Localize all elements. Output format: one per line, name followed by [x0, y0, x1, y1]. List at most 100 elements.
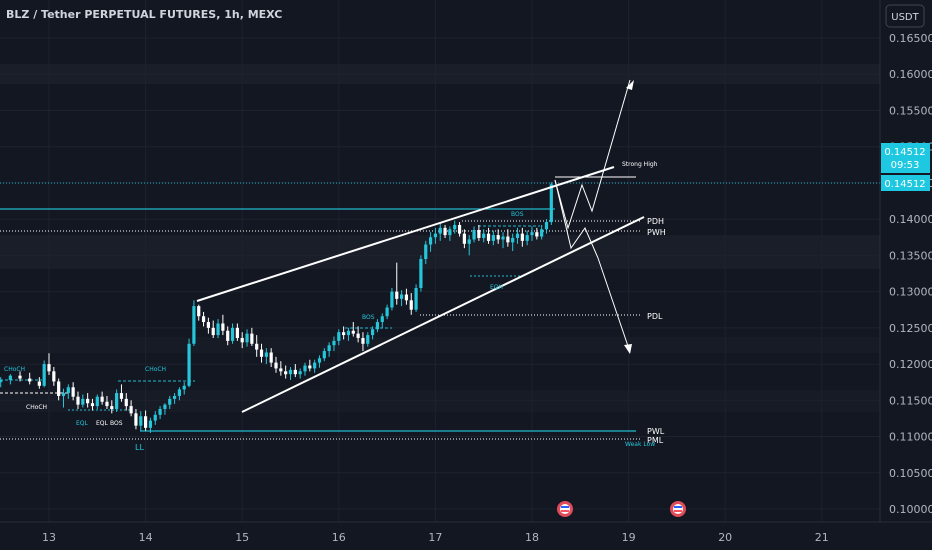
- currency-button[interactable]: USDT: [885, 4, 925, 28]
- bullish-projection-path: [554, 79, 631, 230]
- time-axis[interactable]: 13 14 15 16 17 18 19 20 21: [42, 531, 829, 544]
- pml-label: PML: [647, 436, 664, 445]
- candle-body: [235, 327, 239, 338]
- candle-body: [414, 287, 418, 310]
- date-tick-label: 15: [235, 531, 249, 544]
- candle-body: [119, 393, 124, 399]
- candle-body: [182, 385, 186, 390]
- structure-lines: [0, 176, 880, 440]
- candle-body: [18, 375, 22, 379]
- price-tick-label: 0.13000: [889, 286, 932, 299]
- eqh-label: EQH: [490, 284, 503, 291]
- candle-body: [462, 233, 466, 244]
- arrow-head-up: [626, 80, 634, 90]
- candle-body: [110, 406, 114, 410]
- candle-body: [356, 333, 360, 338]
- candle-body: [153, 414, 157, 421]
- candle-body: [28, 378, 32, 382]
- candle-body: [486, 233, 491, 241]
- candle-body: [0, 380, 3, 383]
- choch-label-1: CHoCH: [4, 366, 25, 373]
- candle-body: [351, 330, 355, 334]
- price-tick-label: 0.11000: [889, 431, 932, 444]
- support-zone: [0, 337, 880, 353]
- candle-body: [467, 239, 471, 244]
- candle-body: [81, 398, 85, 405]
- bos-label-3: BOS: [511, 211, 524, 218]
- candle-body: [57, 381, 61, 396]
- crosshair-price-tag: 0.14512: [881, 175, 930, 191]
- candle-body: [192, 306, 196, 344]
- candle-body: [284, 371, 288, 375]
- candle-body: [71, 387, 75, 397]
- candle-body: [375, 322, 380, 330]
- lower-zone: [0, 390, 880, 412]
- candle-body: [395, 291, 399, 299]
- candle-body: [482, 233, 486, 238]
- price-tick-label: 0.11500: [889, 394, 932, 407]
- candle-body: [206, 322, 210, 328]
- countdown-value: 09:53: [891, 160, 920, 171]
- choch-label-3: CHoCH: [145, 366, 166, 373]
- candle-body: [515, 233, 520, 238]
- last-price-value: 0.14512: [884, 147, 925, 158]
- price-axis[interactable]: 0.165000.160000.155000.150000.145000.140…: [889, 32, 932, 516]
- candle-body: [491, 235, 495, 241]
- us-flag-icon[interactable]: [670, 501, 686, 517]
- price-tick-label: 0.15500: [889, 104, 932, 117]
- candle-body: [501, 236, 505, 240]
- price-tick-label: 0.10000: [889, 503, 932, 516]
- candle-body: [530, 232, 534, 236]
- ll-label: LL: [135, 443, 144, 452]
- candle-body: [453, 224, 457, 230]
- candle-body: [443, 227, 447, 236]
- bearish-projection-path: [554, 179, 631, 353]
- candle-body: [366, 335, 370, 344]
- candle-body: [255, 343, 259, 350]
- currency-label: USDT: [891, 12, 919, 23]
- bos-label-2: BOS: [362, 314, 375, 321]
- us-flag-icon[interactable]: [557, 501, 573, 517]
- candle-body: [317, 358, 322, 363]
- candle-body: [409, 300, 413, 310]
- candle-body: [313, 362, 317, 369]
- pwl-label: PWL: [647, 427, 665, 436]
- candle-body: [433, 233, 437, 238]
- candle-body: [472, 230, 476, 240]
- candle-body: [216, 323, 220, 336]
- candle-body: [95, 396, 99, 407]
- candle-body: [105, 401, 109, 407]
- candle-body: [226, 330, 230, 341]
- candle-body: [332, 340, 336, 346]
- candle-body: [115, 393, 119, 410]
- candle-body: [535, 232, 539, 237]
- date-tick-label: 16: [332, 531, 346, 544]
- candle-body: [477, 230, 481, 238]
- candle-body: [322, 351, 326, 359]
- candle-body: [221, 323, 225, 331]
- candle-body: [66, 387, 70, 394]
- pwh-label: PWH: [647, 228, 666, 237]
- strong-high-label: Strong High: [622, 161, 658, 168]
- candle-body: [245, 333, 249, 343]
- candle-body: [544, 222, 549, 230]
- candle-body: [303, 365, 307, 372]
- price-tick-label: 0.16500: [889, 32, 932, 45]
- chart-title: BLZ / Tether PERPETUAL FUTURES, 1h, MEXC: [6, 8, 282, 21]
- candle-body: [139, 416, 143, 426]
- candle-body: [134, 413, 138, 426]
- candle-body: [298, 371, 302, 375]
- candle-body: [264, 352, 268, 357]
- pdl-label: PDL: [647, 312, 663, 321]
- candle-body: [279, 368, 283, 372]
- date-tick-label: 20: [718, 531, 732, 544]
- candle-body: [380, 316, 384, 323]
- candle-body: [371, 329, 375, 336]
- pdh-label: PDH: [647, 217, 664, 226]
- eql-label-1: EQL: [76, 420, 89, 427]
- candles: [0, 182, 553, 433]
- candle-body: [342, 332, 346, 336]
- date-tick-label: 14: [139, 531, 153, 544]
